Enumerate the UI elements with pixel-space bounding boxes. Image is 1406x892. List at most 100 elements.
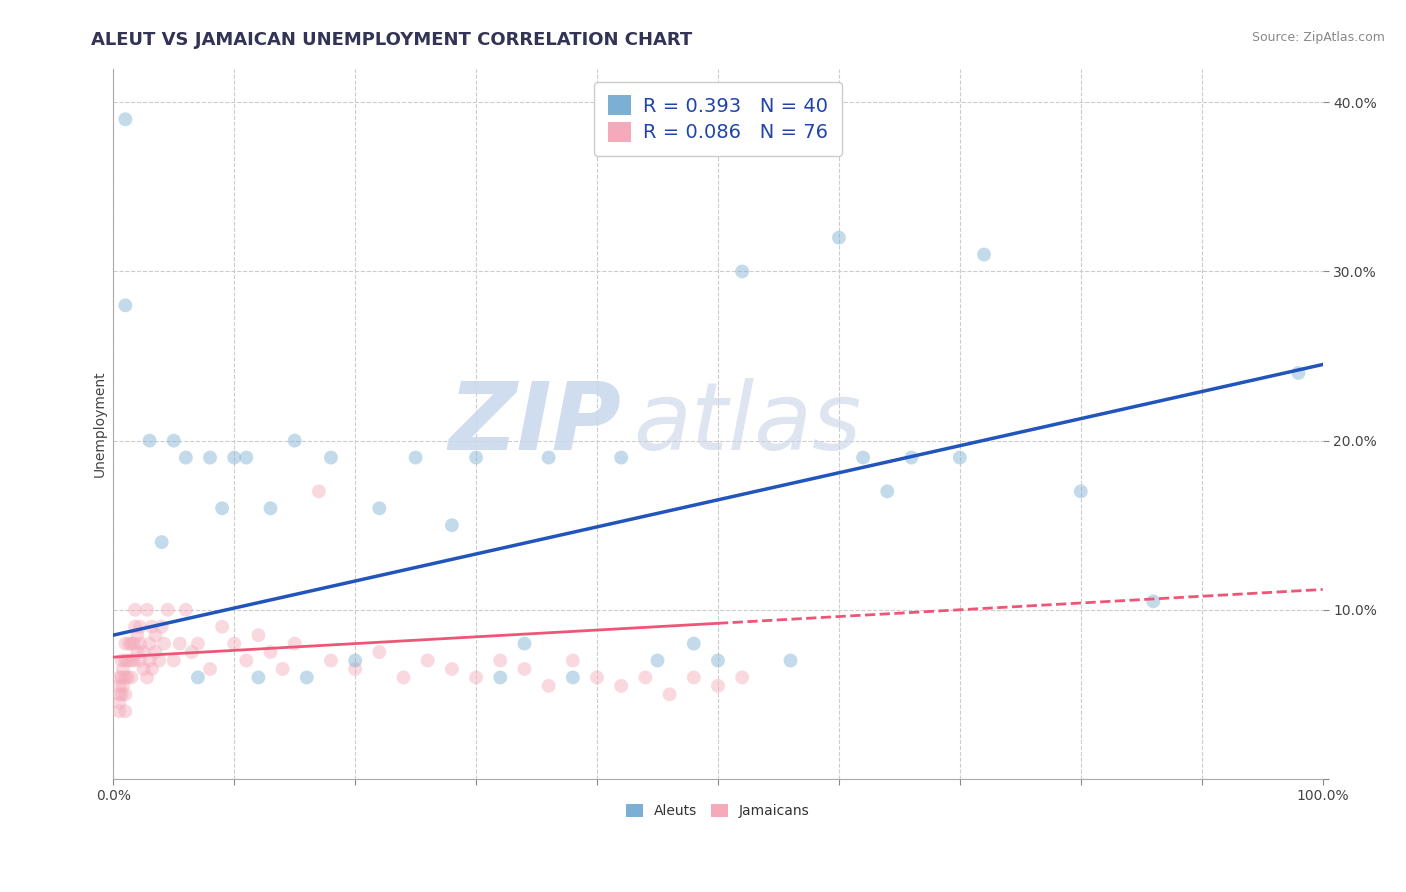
Point [187, 670, 209, 684]
Point [368, 645, 391, 659]
Point [561, 653, 583, 667]
Point [537, 679, 560, 693]
Point [224, 450, 246, 465]
Point [120, 653, 142, 667]
Point [120, 670, 142, 684]
Point [111, 662, 134, 676]
Point [128, 620, 150, 634]
Point [731, 264, 754, 278]
Point [174, 450, 197, 465]
Point [319, 450, 342, 465]
Point [136, 603, 159, 617]
Point [114, 112, 136, 127]
Point [224, 637, 246, 651]
Point [731, 670, 754, 684]
Point [319, 653, 342, 667]
Point [124, 603, 146, 617]
Point [295, 670, 318, 684]
Point [138, 637, 160, 651]
Point [108, 687, 131, 701]
Point [148, 653, 170, 667]
Point [114, 704, 136, 718]
Point [150, 535, 173, 549]
Point [392, 670, 415, 684]
Point [118, 637, 141, 651]
Point [114, 687, 136, 701]
Point [141, 662, 163, 676]
Point [973, 247, 995, 261]
Point [284, 637, 307, 651]
Point [1142, 594, 1164, 608]
Point [127, 645, 149, 659]
Point [111, 679, 134, 693]
Point [235, 653, 257, 667]
Point [114, 637, 136, 651]
Point [634, 670, 657, 684]
Point [150, 620, 173, 634]
Point [111, 687, 134, 701]
Point [111, 653, 134, 667]
Point [405, 450, 427, 465]
Point [465, 670, 488, 684]
Point [187, 637, 209, 651]
Point [145, 645, 167, 659]
Point [169, 637, 191, 651]
Point [852, 450, 875, 465]
Point [114, 298, 136, 312]
Point [108, 679, 131, 693]
Point [344, 653, 367, 667]
Point [465, 450, 488, 465]
Point [610, 450, 633, 465]
Point [108, 670, 131, 684]
Point [153, 637, 176, 651]
Point [949, 450, 972, 465]
Point [198, 662, 221, 676]
Point [779, 653, 801, 667]
Point [489, 670, 512, 684]
Point [114, 670, 136, 684]
Point [235, 450, 257, 465]
Point [416, 653, 439, 667]
Point [1070, 484, 1092, 499]
Point [138, 653, 160, 667]
Point [211, 620, 233, 634]
Point [247, 670, 270, 684]
Point [828, 230, 851, 244]
Point [344, 662, 367, 676]
Point [440, 662, 463, 676]
Point [271, 662, 294, 676]
Point [136, 670, 159, 684]
Point [284, 434, 307, 448]
Point [211, 501, 233, 516]
Point [308, 484, 330, 499]
Point [108, 704, 131, 718]
Point [163, 653, 186, 667]
Point [111, 670, 134, 684]
Point [707, 679, 730, 693]
Point [128, 653, 150, 667]
Point [174, 603, 197, 617]
Y-axis label: Unemployment: Unemployment [93, 370, 107, 477]
Point [127, 628, 149, 642]
Point [132, 645, 155, 659]
Point [368, 501, 391, 516]
Point [489, 653, 512, 667]
Point [122, 653, 145, 667]
Point [1288, 366, 1310, 380]
Point [247, 628, 270, 642]
Text: ALEUT VS JAMAICAN UNEMPLOYMENT CORRELATION CHART: ALEUT VS JAMAICAN UNEMPLOYMENT CORRELATI… [91, 31, 693, 49]
Text: atlas: atlas [633, 378, 862, 469]
Point [513, 637, 536, 651]
Point [132, 662, 155, 676]
Point [180, 645, 202, 659]
Point [163, 434, 186, 448]
Point [108, 696, 131, 710]
Point [658, 687, 681, 701]
Point [440, 518, 463, 533]
Point [198, 450, 221, 465]
Point [513, 662, 536, 676]
Point [682, 670, 704, 684]
Point [141, 620, 163, 634]
Point [124, 620, 146, 634]
Text: Source: ZipAtlas.com: Source: ZipAtlas.com [1251, 31, 1385, 45]
